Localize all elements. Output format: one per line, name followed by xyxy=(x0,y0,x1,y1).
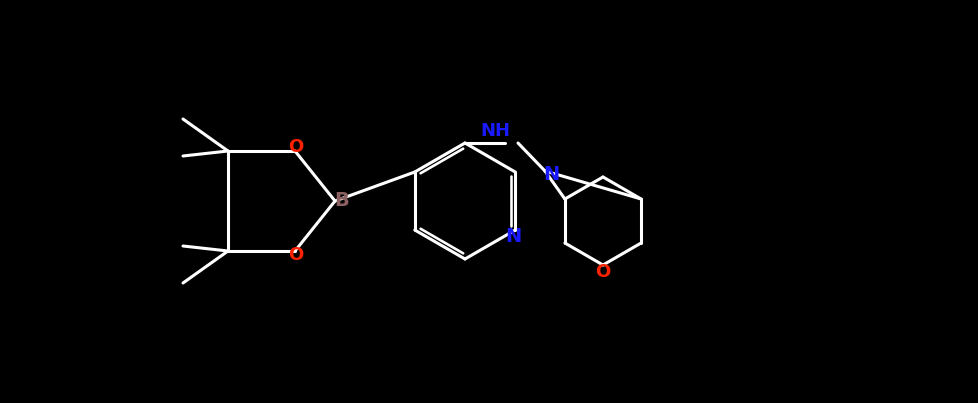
Text: O: O xyxy=(595,263,610,281)
Text: O: O xyxy=(289,138,303,156)
Text: B: B xyxy=(334,191,349,210)
Text: O: O xyxy=(289,246,303,264)
Text: NH: NH xyxy=(479,122,510,140)
Text: N: N xyxy=(543,166,558,185)
Text: N: N xyxy=(505,226,521,245)
